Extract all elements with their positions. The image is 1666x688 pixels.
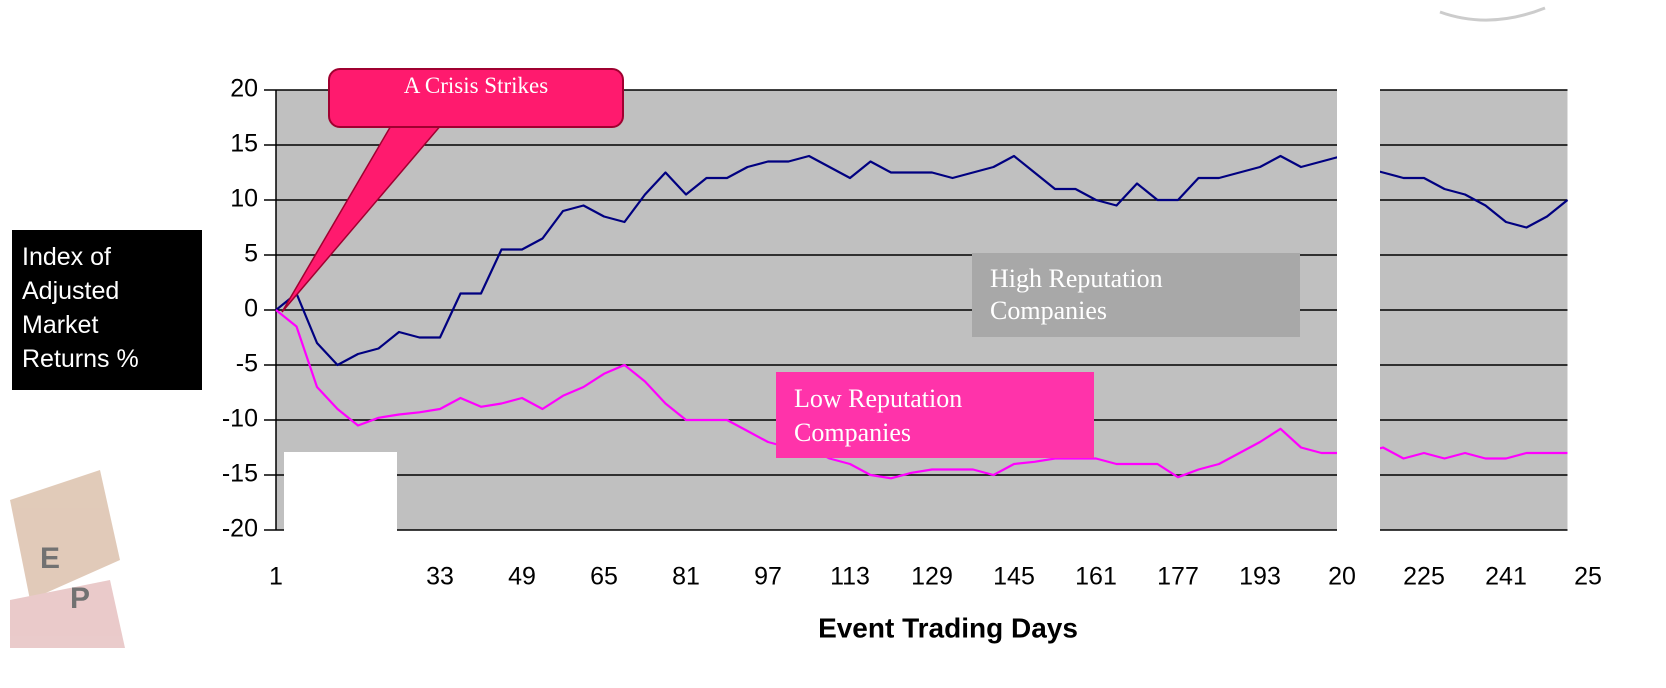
crisis-callout: A Crisis Strikes: [328, 68, 624, 128]
y-tick-label: 15: [230, 130, 258, 158]
y-tick-label: -20: [222, 515, 258, 543]
x-axis-title: Event Trading Days: [818, 612, 1078, 643]
y-tick-label: 10: [230, 185, 258, 213]
x-tick-label: 20: [1328, 563, 1356, 591]
x-tick-label: 241: [1485, 563, 1527, 591]
x-tick-label: 25: [1574, 563, 1602, 591]
y-axis-title: Index of Adjusted Market Returns %: [12, 230, 202, 390]
x-tick-label: 1: [269, 563, 283, 591]
x-tick-label: 193: [1239, 563, 1281, 591]
y-tick-label: -15: [222, 460, 258, 488]
svg-text:E: E: [40, 542, 60, 575]
high-label: High Reputation Companies: [972, 253, 1300, 337]
x-tick-label: 33: [426, 563, 454, 591]
x-tick-label: 81: [672, 563, 700, 591]
svg-text:P: P: [70, 582, 90, 615]
y-tick-label: 0: [244, 295, 258, 323]
chart: E P -20 -15 -10 -5 0 5 10 15 20 1 33 49 65 81 97 113 129…: [0, 0, 1666, 688]
x-tick-label: 161: [1075, 563, 1117, 591]
page: {"chart_data": { "type": "line", "y_labe…: [0, 0, 1666, 688]
logo-arc: [1440, 8, 1545, 20]
low-label: Low Reputation Companies: [776, 372, 1094, 458]
x-tick-label: 177: [1157, 563, 1199, 591]
box-cover: [284, 452, 397, 592]
y-tick-label: -10: [222, 405, 258, 433]
x-tick-label: 49: [508, 563, 536, 591]
x-tick-label: 113: [830, 563, 870, 591]
x-tick-label: 225: [1403, 563, 1445, 591]
cube-logo: E P: [10, 470, 125, 648]
gap-cover: [1337, 80, 1380, 550]
y-tick-label: 20: [230, 75, 258, 103]
y-tick-label: -5: [236, 350, 258, 378]
x-tick-label: 65: [590, 563, 618, 591]
x-tick-label: 97: [754, 563, 782, 591]
x-tick-label: 129: [911, 563, 953, 591]
y-tick-label: 5: [244, 240, 258, 268]
x-tick-label: 145: [993, 563, 1035, 591]
